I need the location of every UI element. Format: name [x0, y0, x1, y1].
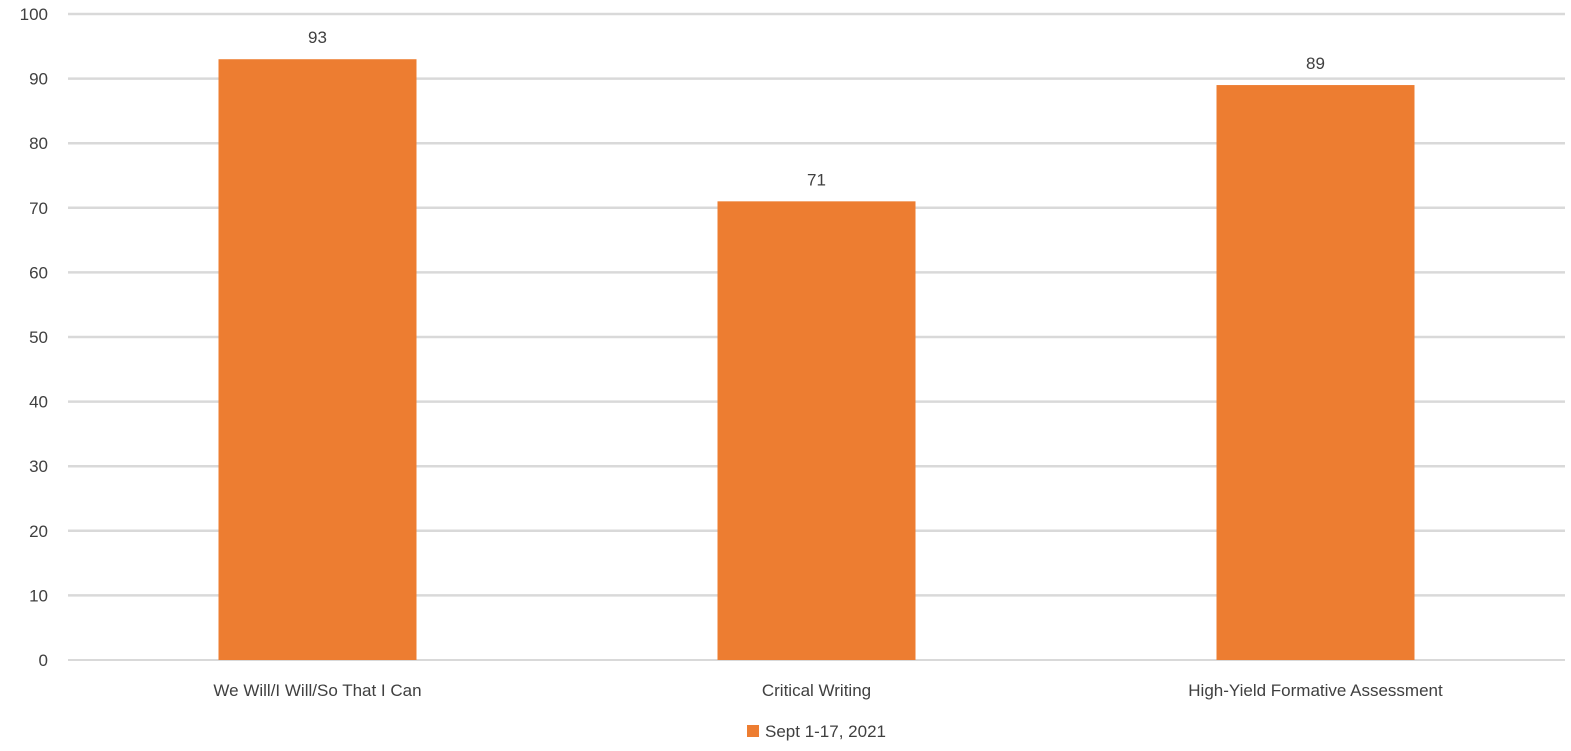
x-category-label: Critical Writing [762, 681, 871, 700]
bars [218, 59, 1415, 661]
bar-data-label: 71 [807, 170, 826, 189]
x-category-label: We Will/I Will/So That I Can [213, 681, 421, 700]
bar [717, 201, 916, 660]
y-tick-label: 50 [29, 328, 48, 347]
y-tick-label: 100 [20, 5, 48, 24]
y-axis-ticks: 0 10 20 30 40 50 60 70 80 90 100 [20, 5, 48, 670]
bar-data-label: 89 [1306, 54, 1325, 73]
y-tick-label: 40 [29, 393, 48, 412]
y-tick-label: 20 [29, 522, 48, 541]
bar [218, 59, 417, 661]
legend-label: Sept 1-17, 2021 [765, 722, 886, 741]
y-tick-label: 10 [29, 586, 48, 605]
y-tick-label: 0 [39, 651, 48, 670]
x-axis-categories: We Will/I Will/So That I Can Critical Wri… [213, 681, 1443, 700]
bar [1216, 85, 1415, 660]
y-tick-label: 60 [29, 263, 48, 282]
bar-data-label: 93 [308, 28, 327, 47]
y-tick-label: 80 [29, 134, 48, 153]
y-tick-label: 30 [29, 457, 48, 476]
y-tick-label: 90 [29, 70, 48, 89]
x-category-label: High-Yield Formative Assessment [1188, 681, 1443, 700]
data-labels: 93 71 89 [308, 28, 1325, 189]
legend: Sept 1-17, 2021 [747, 722, 886, 741]
y-tick-label: 70 [29, 199, 48, 218]
legend-swatch [747, 725, 760, 737]
